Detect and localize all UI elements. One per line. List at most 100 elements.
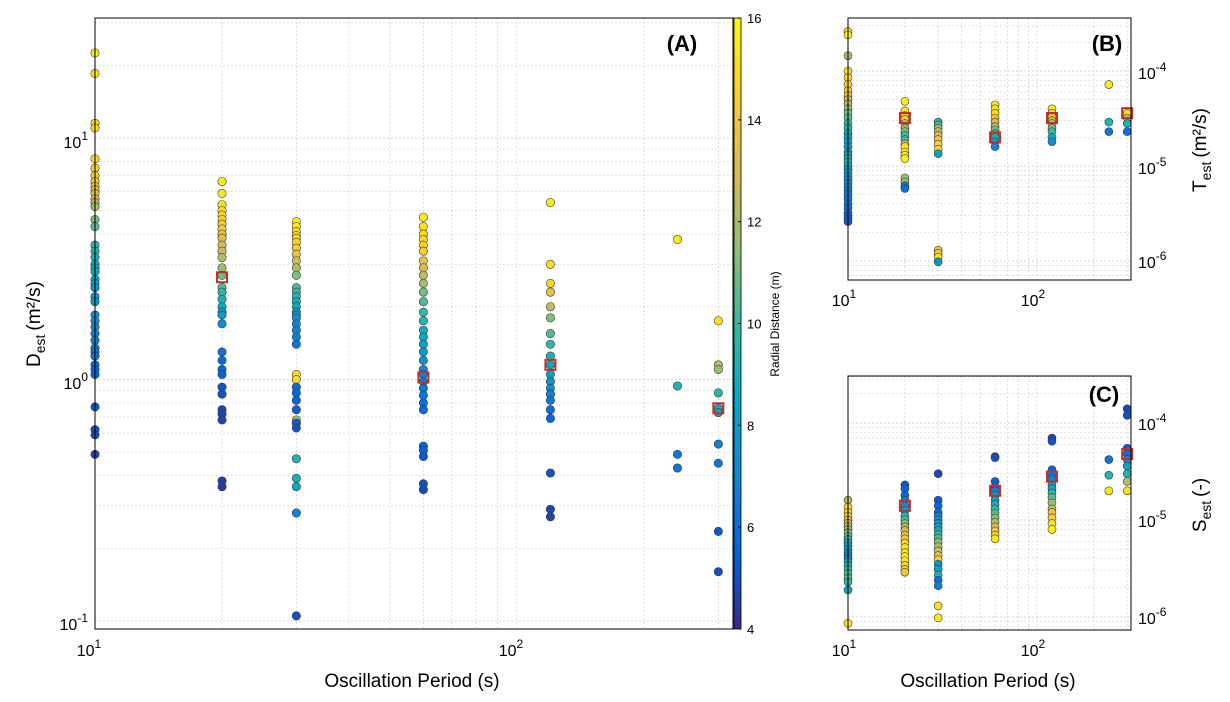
data-point: [418, 485, 428, 495]
panel-a-x-tick-10-2: 102: [499, 637, 524, 660]
data-point: [1104, 127, 1114, 136]
data-point: [545, 302, 555, 312]
data-point: [545, 278, 555, 288]
data-point: [672, 234, 682, 244]
median-marker: [417, 371, 430, 384]
data-point: [933, 613, 943, 623]
panel-c-x-axis-label: Oscillation Period (s): [900, 671, 1075, 692]
data-point: [545, 329, 555, 339]
median-marker: [1121, 447, 1134, 460]
median-marker: [216, 271, 229, 284]
colorbar-tick-label: 6: [747, 520, 754, 535]
median-marker: [1045, 470, 1058, 483]
data-point: [933, 257, 943, 267]
panel-c-label: (C): [1089, 382, 1120, 407]
data-point: [990, 534, 1000, 544]
data-point: [1122, 411, 1132, 420]
panel-c-y-axis-label: Sest(-): [1190, 478, 1214, 532]
panel-c-x-tick-10-1: 101: [832, 637, 857, 660]
data-point: [900, 184, 910, 193]
data-point: [418, 347, 428, 357]
data-point: [291, 374, 301, 384]
panel-a-y-tick-10-minus1: 10-1: [60, 611, 89, 634]
panel-b-grid: [848, 18, 1131, 280]
median-marker: [1045, 112, 1058, 125]
colorbar-tick-label: 10: [747, 317, 761, 332]
data-point: [217, 253, 227, 263]
median-marker: [989, 484, 1002, 497]
panel-a-y-tick-10-0: 100: [64, 370, 89, 393]
data-point: [291, 270, 301, 280]
panel-b-x-tick-10-1: 101: [832, 287, 857, 310]
data-point: [672, 381, 682, 391]
data-point: [418, 390, 428, 400]
median-marker: [712, 402, 725, 415]
data-point: [545, 198, 555, 208]
data-point: [217, 319, 227, 329]
data-point: [291, 423, 301, 433]
panel-c-y-tick-10-minus5: 10-5: [1138, 508, 1167, 531]
data-point: [217, 263, 227, 273]
data-point: [990, 453, 1000, 462]
data-point: [545, 339, 555, 349]
data-point: [291, 395, 301, 405]
colorbar-tick-label: 4: [747, 622, 754, 637]
data-point: [217, 415, 227, 425]
data-point: [713, 316, 723, 326]
panel-b-y-axis-label: Test(m²/s): [1190, 108, 1214, 192]
panel-c-grid: [848, 376, 1131, 630]
data-point: [900, 154, 910, 163]
data-point: [291, 454, 301, 464]
data-point: [418, 405, 428, 415]
data-point: [217, 294, 227, 304]
data-point: [418, 270, 428, 280]
data-point: [418, 263, 428, 273]
data-point: [933, 149, 943, 158]
data-point: [1122, 477, 1132, 486]
data-point: [1104, 486, 1114, 496]
data-point: [418, 278, 428, 288]
panel-c-points: [843, 404, 1134, 628]
data-point: [545, 395, 555, 405]
data-point: [418, 297, 428, 307]
panel-a-label: (A): [667, 31, 698, 56]
data-point: [418, 316, 428, 326]
data-point: [418, 355, 428, 365]
panel-b-y-tick-10-minus5: 10-5: [1138, 155, 1167, 178]
data-point: [217, 347, 227, 357]
data-point: [291, 611, 301, 621]
median-marker: [898, 112, 911, 125]
panel-b-chart: (B) 10-4 10-5 10-6 101 102 Test(m²/s): [832, 17, 1214, 310]
panel-c-chart: (C) 10-4 10-5 10-6 101 102 Oscillation P…: [832, 375, 1214, 692]
panel-b-label: (B): [1092, 31, 1123, 56]
panel-b-axes-frame: [847, 17, 1132, 281]
data-point: [545, 468, 555, 478]
panel-c-x-tick-10-2: 102: [1021, 637, 1046, 660]
data-point: [418, 222, 428, 232]
data-point: [1122, 461, 1132, 471]
data-point: [291, 339, 301, 349]
data-point: [545, 259, 555, 269]
data-point: [217, 369, 227, 379]
data-point: [291, 263, 301, 273]
data-point: [545, 287, 555, 297]
panel-a-y-tick-10-1: 101: [64, 129, 89, 152]
data-point: [713, 458, 723, 468]
data-point: [1104, 80, 1114, 89]
data-point: [1104, 117, 1114, 127]
panel-c-y-tick-10-minus6: 10-6: [1138, 605, 1167, 628]
data-point: [1047, 137, 1057, 147]
data-point: [418, 246, 428, 256]
colorbar-tick-label: 16: [747, 11, 761, 26]
data-point: [418, 451, 428, 461]
data-point: [933, 601, 943, 611]
data-point: [1122, 486, 1132, 496]
data-point: [545, 405, 555, 415]
data-point: [672, 463, 682, 473]
data-point: [291, 508, 301, 518]
data-point: [1047, 436, 1057, 446]
data-point: [545, 504, 555, 514]
panel-a-y-axis-label: Dest(m²/s): [24, 281, 48, 367]
data-point: [900, 96, 910, 106]
panel-b-points: [843, 27, 1134, 267]
